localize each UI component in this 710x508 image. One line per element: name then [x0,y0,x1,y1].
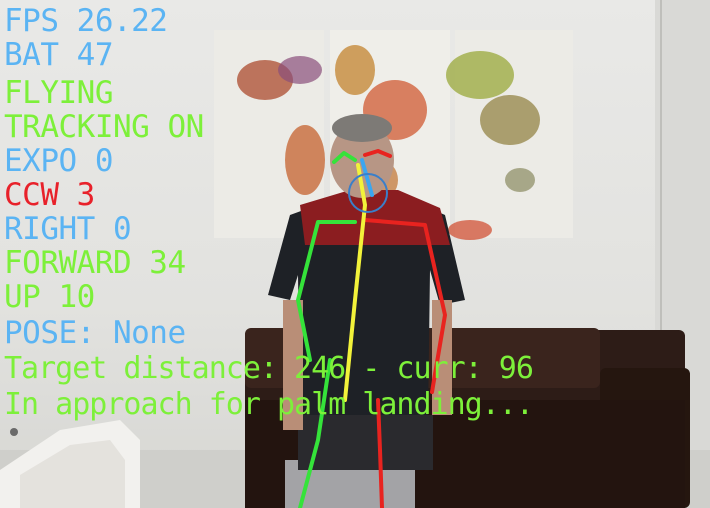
hud-forward: FORWARD 34 [4,245,186,281]
person [268,114,465,508]
hud-up: UP 10 [4,279,95,315]
face-target-circle [348,173,388,213]
skeleton-spine [343,163,367,402]
skeleton-nose [360,158,374,197]
hud-landing-status: In approach for palm landing... [4,387,534,422]
skeleton-left-brow [332,151,357,164]
skeleton-left-leg [298,358,332,508]
hud-pose: POSE: None [4,315,186,351]
skeleton-right-brow [363,149,392,158]
hud-fps: FPS 26.22 [4,3,168,39]
hud-ccw: CCW 3 [4,177,95,213]
hud-flight-state: FLYING [4,75,113,111]
skeleton-right-arm [363,218,447,394]
hud-right: RIGHT 0 [4,211,132,247]
hud-tracking: TRACKING ON [4,109,204,145]
skeleton-right-leg [376,398,384,508]
hud-battery: BAT 47 [4,37,113,73]
skeleton-left-arm [296,220,357,362]
hud-target-distance: Target distance: 246 - curr: 96 [4,351,534,386]
hud-expo: EXPO 0 [4,143,113,179]
